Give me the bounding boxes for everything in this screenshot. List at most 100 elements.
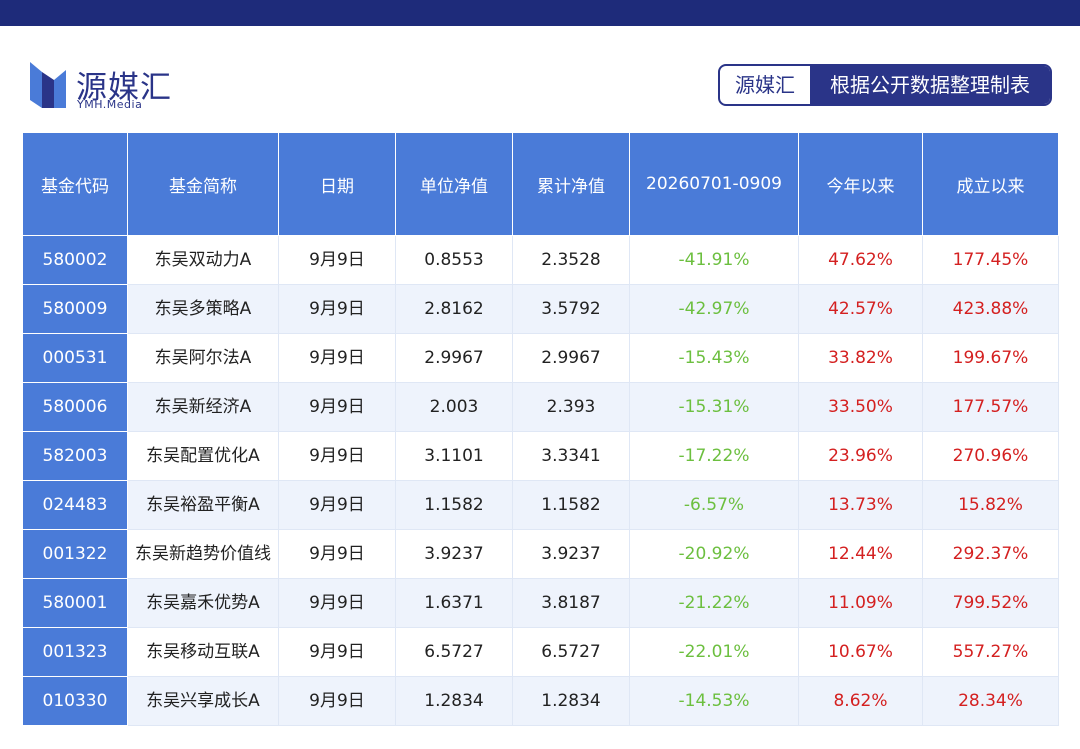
period-return: -20.92% (629, 529, 799, 579)
table-row: 580002 东吴双动力A 9月9日 0.8553 2.3528 -41.91%… (22, 235, 1059, 285)
since-inception-return: 177.57% (922, 382, 1059, 432)
fund-name: 东吴新经济A (127, 382, 279, 432)
unit-nav: 2.9967 (395, 333, 513, 383)
ytd-return: 12.44% (798, 529, 923, 579)
unit-nav: 3.1101 (395, 431, 513, 481)
fund-name: 东吴嘉禾优势A (127, 578, 279, 628)
fund-name: 东吴兴享成长A (127, 676, 279, 726)
since-inception-return: 270.96% (922, 431, 1059, 481)
cumulative-nav: 3.3341 (512, 431, 630, 481)
period-return: -6.57% (629, 480, 799, 530)
period-return: -42.97% (629, 284, 799, 334)
ytd-return: 42.57% (798, 284, 923, 334)
cumulative-nav: 3.8187 (512, 578, 630, 628)
unit-nav: 0.8553 (395, 235, 513, 285)
since-inception-return: 199.67% (922, 333, 1059, 383)
cumulative-nav: 1.1582 (512, 480, 630, 530)
fund-code: 010330 (22, 676, 128, 726)
period-return: -41.91% (629, 235, 799, 285)
fund-name: 东吴裕盈平衡A (127, 480, 279, 530)
period-return: -21.22% (629, 578, 799, 628)
header-ytd-return: 今年以来 (798, 132, 923, 236)
logo-subtitle: YMH.Media (77, 98, 143, 111)
table-header-row: 基金代码 基金简称 日期 单位净值 累计净值 20260701-0909 今年以… (22, 132, 1059, 236)
date: 9月9日 (278, 382, 396, 432)
cumulative-nav: 2.3528 (512, 235, 630, 285)
date: 9月9日 (278, 529, 396, 579)
table-row: 024483 东吴裕盈平衡A 9月9日 1.1582 1.1582 -6.57%… (22, 480, 1059, 530)
date: 9月9日 (278, 676, 396, 726)
fund-code: 000531 (22, 333, 128, 383)
period-return: -14.53% (629, 676, 799, 726)
source-brand: 源媒汇 (735, 73, 795, 97)
ytd-return: 47.62% (798, 235, 923, 285)
table-row: 010330 东吴兴享成长A 9月9日 1.2834 1.2834 -14.53… (22, 676, 1059, 726)
fund-code: 582003 (22, 431, 128, 481)
logo-name: 源媒汇 (76, 70, 172, 106)
ytd-return: 10.67% (798, 627, 923, 677)
top-banner (0, 0, 1080, 26)
period-return: -15.31% (629, 382, 799, 432)
date: 9月9日 (278, 333, 396, 383)
since-inception-return: 15.82% (922, 480, 1059, 530)
cumulative-nav: 3.9237 (512, 529, 630, 579)
fund-performance-table: 基金代码 基金简称 日期 单位净值 累计净值 20260701-0909 今年以… (22, 132, 1059, 726)
table-row: 580001 东吴嘉禾优势A 9月9日 1.6371 3.8187 -21.22… (22, 578, 1059, 628)
table-row: 582003 东吴配置优化A 9月9日 3.1101 3.3341 -17.22… (22, 431, 1059, 481)
period-return: -15.43% (629, 333, 799, 383)
fund-code: 580002 (22, 235, 128, 285)
fund-code: 580009 (22, 284, 128, 334)
since-inception-return: 799.52% (922, 578, 1059, 628)
date: 9月9日 (278, 284, 396, 334)
unit-nav: 1.1582 (395, 480, 513, 530)
fund-name: 东吴新趋势价值线 (127, 529, 279, 579)
since-inception-return: 28.34% (922, 676, 1059, 726)
cumulative-nav: 3.5792 (512, 284, 630, 334)
cumulative-nav: 6.5727 (512, 627, 630, 677)
ytd-return: 33.50% (798, 382, 923, 432)
source-description: 根据公开数据整理制表 (810, 66, 1050, 104)
table-row: 580006 东吴新经济A 9月9日 2.003 2.393 -15.31% 3… (22, 382, 1059, 432)
header-fund-name: 基金简称 (127, 132, 279, 236)
table-row: 580009 东吴多策略A 9月9日 2.8162 3.5792 -42.97%… (22, 284, 1059, 334)
unit-nav: 3.9237 (395, 529, 513, 579)
logo-mark-icon (30, 62, 66, 108)
since-inception-return: 292.37% (922, 529, 1059, 579)
ytd-return: 13.73% (798, 480, 923, 530)
fund-code: 024483 (22, 480, 128, 530)
fund-code: 001323 (22, 627, 128, 677)
unit-nav: 6.5727 (395, 627, 513, 677)
fund-name: 东吴阿尔法A (127, 333, 279, 383)
fund-name: 东吴配置优化A (127, 431, 279, 481)
header-since-inception: 成立以来 (922, 132, 1059, 236)
since-inception-return: 177.45% (922, 235, 1059, 285)
header-cumulative-nav: 累计净值 (512, 132, 630, 236)
ytd-return: 8.62% (798, 676, 923, 726)
header-period-return: 20260701-0909 (629, 132, 799, 236)
cumulative-nav: 2.393 (512, 382, 630, 432)
ytd-return: 23.96% (798, 431, 923, 481)
table-row: 001323 东吴移动互联A 9月9日 6.5727 6.5727 -22.01… (22, 627, 1059, 677)
header-fund-code: 基金代码 (22, 132, 128, 236)
date: 9月9日 (278, 235, 396, 285)
header-unit-nav: 单位净值 (395, 132, 513, 236)
unit-nav: 2.003 (395, 382, 513, 432)
period-return: -17.22% (629, 431, 799, 481)
ytd-return: 11.09% (798, 578, 923, 628)
cumulative-nav: 2.9967 (512, 333, 630, 383)
fund-code: 580006 (22, 382, 128, 432)
date: 9月9日 (278, 480, 396, 530)
date: 9月9日 (278, 431, 396, 481)
fund-name: 东吴多策略A (127, 284, 279, 334)
header-date: 日期 (278, 132, 396, 236)
source-note: 源媒汇 根据公开数据整理制表 (718, 64, 1052, 106)
unit-nav: 1.2834 (395, 676, 513, 726)
table-row: 001322 东吴新趋势价值线 9月9日 3.9237 3.9237 -20.9… (22, 529, 1059, 579)
fund-name: 东吴移动互联A (127, 627, 279, 677)
cumulative-nav: 1.2834 (512, 676, 630, 726)
since-inception-return: 423.88% (922, 284, 1059, 334)
brand-logo: 源媒汇 YMH.Media (28, 60, 228, 111)
table-row: 000531 东吴阿尔法A 9月9日 2.9967 2.9967 -15.43%… (22, 333, 1059, 383)
fund-code: 001322 (22, 529, 128, 579)
since-inception-return: 557.27% (922, 627, 1059, 677)
